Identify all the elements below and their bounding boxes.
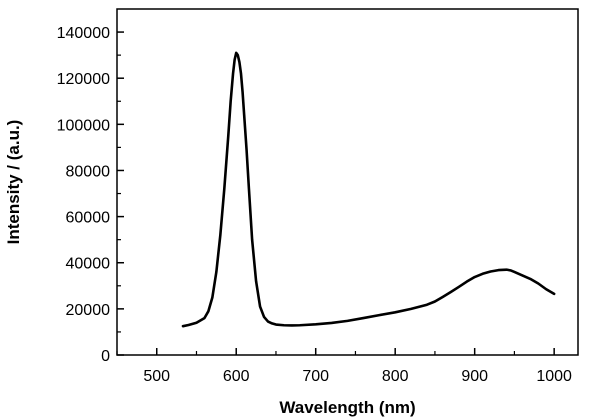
- axes: 500 600 700 800 900 1000 0 20000 40000 60000 80000…: [57, 8, 579, 385]
- y-tick-label: 120000: [57, 71, 110, 88]
- series-line: [181, 51, 556, 328]
- y-tick-label: 80000: [66, 163, 111, 180]
- y-tick-label: 40000: [66, 256, 111, 273]
- y-axis-title: Intensity / (a.u.): [4, 120, 23, 245]
- plot-frame: [116, 8, 579, 356]
- y-tick-label: 0: [101, 348, 110, 365]
- x-tick-label: 900: [461, 368, 488, 385]
- x-tick-label: 500: [143, 368, 170, 385]
- x-axis-title: Wavelength (nm): [279, 398, 415, 417]
- x-tick-label: 700: [302, 368, 329, 385]
- y-tick-label: 20000: [66, 302, 111, 319]
- y-tick-label: 140000: [57, 25, 110, 42]
- plot-area: [181, 51, 556, 328]
- x-tick-label: 800: [382, 368, 409, 385]
- x-tick-label: 600: [223, 368, 250, 385]
- y-tick-label: 60000: [66, 210, 111, 227]
- x-tick-label: 1000: [536, 368, 572, 385]
- y-tick-label: 100000: [57, 117, 110, 134]
